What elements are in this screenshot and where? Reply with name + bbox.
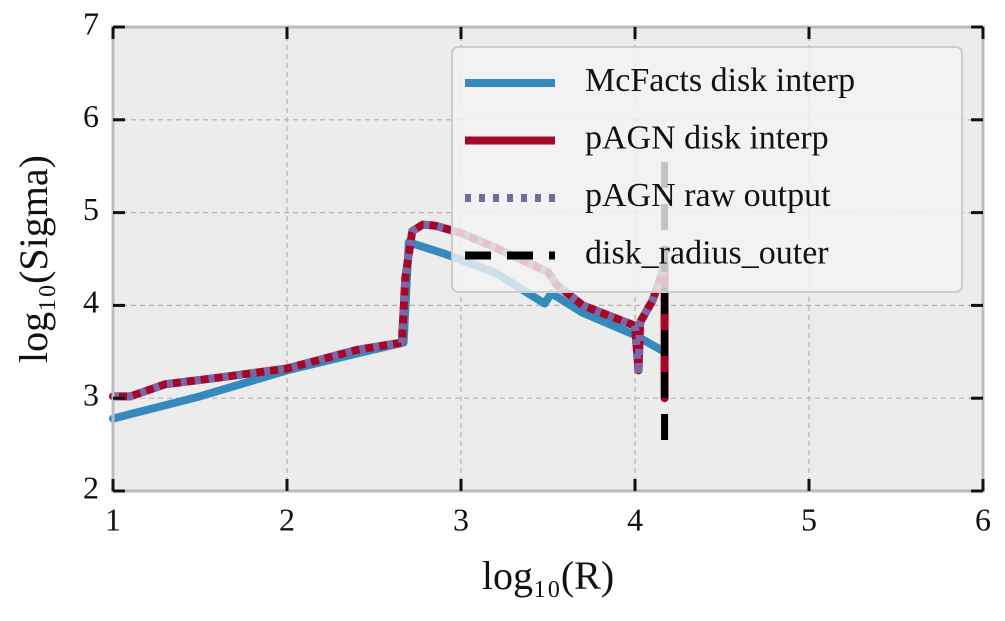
y-tick-label: 7 bbox=[83, 5, 99, 41]
y-axis-label: log₁₀(Sigma) bbox=[11, 155, 56, 363]
x-tick-label: 6 bbox=[975, 501, 991, 537]
x-tick-label: 5 bbox=[801, 501, 817, 537]
series-line bbox=[113, 220, 669, 401]
y-tick-label: 3 bbox=[83, 377, 99, 413]
x-tick-label: 3 bbox=[453, 501, 469, 537]
legend-label: pAGN raw output bbox=[585, 177, 831, 214]
y-tick-label: 6 bbox=[83, 98, 99, 134]
legend-label: McFacts disk interp bbox=[585, 62, 855, 99]
legend-label: disk_radius_outer bbox=[585, 234, 829, 271]
plot-frame bbox=[111, 25, 985, 493]
legend: McFacts disk interp pAGN disk interp pAGN … bbox=[451, 46, 963, 293]
x-tick-label: 4 bbox=[627, 501, 643, 537]
y-tick-label: 5 bbox=[83, 191, 99, 227]
x-tick-label: 1 bbox=[105, 501, 121, 537]
legend-box bbox=[451, 46, 963, 293]
legend-label: pAGN disk interp bbox=[585, 119, 829, 156]
x-axis-label: log₁₀(R) bbox=[482, 553, 614, 598]
y-tick-label: 2 bbox=[83, 469, 99, 505]
y-tick-label: 4 bbox=[83, 284, 99, 320]
x-tick-label: 2 bbox=[279, 501, 295, 537]
